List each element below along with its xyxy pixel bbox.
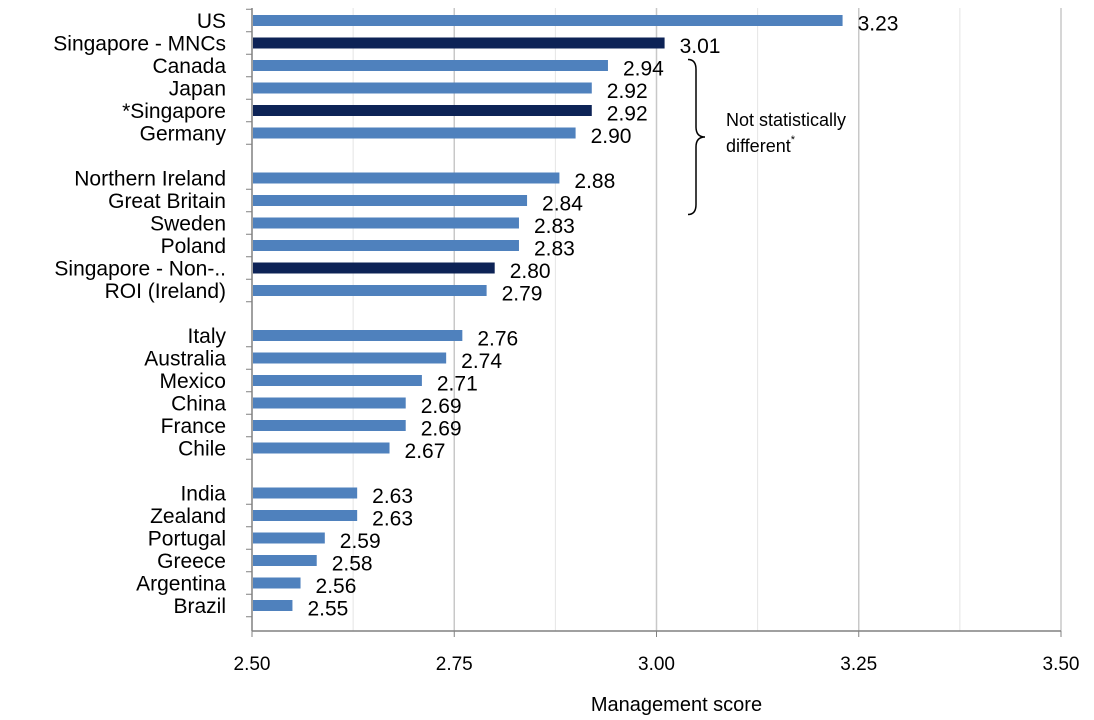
category-label: Canada <box>152 55 226 78</box>
value-labels: 3.233.012.942.922.922.902.882.842.832.83… <box>307 13 898 621</box>
annotation-text-line2: different* <box>726 134 796 156</box>
x-tick-label: 3.50 <box>1043 654 1080 675</box>
value-label: 2.83 <box>534 238 575 261</box>
bar <box>253 60 608 71</box>
value-label: 3.01 <box>680 35 721 58</box>
bar <box>253 375 422 386</box>
x-tick-label: 3.00 <box>638 654 675 675</box>
value-label: 2.90 <box>591 125 632 148</box>
brace-shape <box>687 58 706 216</box>
value-label: 2.58 <box>332 553 373 576</box>
value-label: 2.79 <box>502 283 543 306</box>
value-label: 2.92 <box>607 103 648 126</box>
category-label: Japan <box>169 78 226 101</box>
value-label: 2.74 <box>461 350 502 373</box>
category-label: Zealand <box>150 505 226 528</box>
x-tick-label: 3.25 <box>840 654 877 675</box>
bar <box>253 105 592 116</box>
x-tick-label: 2.50 <box>234 654 271 675</box>
value-label: 2.69 <box>421 395 462 418</box>
value-label: 2.94 <box>623 58 664 81</box>
value-label: 2.80 <box>510 260 551 283</box>
category-label: US <box>197 10 226 33</box>
value-label: 2.67 <box>405 440 446 463</box>
bar <box>253 262 495 274</box>
value-label: 2.92 <box>607 80 648 103</box>
bar <box>253 555 317 566</box>
bar <box>253 397 406 409</box>
category-label: *Singapore <box>122 100 226 123</box>
bar <box>253 82 592 94</box>
value-label: 2.55 <box>307 598 348 621</box>
value-label: 2.83 <box>534 215 575 238</box>
category-label: Italy <box>187 325 226 348</box>
category-label: France <box>161 415 226 438</box>
category-label: ROI (Ireland) <box>105 280 226 303</box>
category-label: China <box>171 393 226 416</box>
category-label: Singapore - Non-.. <box>54 258 226 281</box>
value-label: 2.59 <box>340 530 381 553</box>
bar <box>253 330 463 341</box>
annotation-group: Not statistically different* <box>687 58 846 216</box>
annotation-superscript: * <box>791 134 796 146</box>
category-label: Chile <box>178 438 226 461</box>
category-label: Brazil <box>173 595 226 618</box>
category-label: Singapore - MNCs <box>53 33 226 56</box>
category-label: Poland <box>161 235 226 258</box>
bar <box>253 577 301 589</box>
bars-layer <box>253 15 843 611</box>
value-label: 2.71 <box>437 373 478 396</box>
category-label: Mexico <box>159 370 226 393</box>
bar <box>253 127 576 139</box>
category-label: Great Britain <box>108 190 226 213</box>
bar <box>253 195 528 206</box>
value-label: 2.88 <box>574 170 615 193</box>
value-label: 2.69 <box>421 418 462 441</box>
value-label: 2.63 <box>372 485 413 508</box>
category-label: Northern Ireland <box>74 168 226 191</box>
bar <box>253 15 843 26</box>
category-label: Germany <box>140 123 227 146</box>
value-label: 2.63 <box>372 508 413 531</box>
x-axis-title: Management score <box>591 694 762 716</box>
bar <box>253 285 487 296</box>
bar <box>253 442 390 454</box>
bar <box>253 487 358 499</box>
bar <box>253 172 560 184</box>
x-tick-label: 2.75 <box>436 654 473 675</box>
bar <box>253 217 519 229</box>
category-label: Sweden <box>150 213 226 236</box>
bar <box>253 600 293 611</box>
category-label: Greece <box>157 550 226 573</box>
annotation-text-line1: Not statistically <box>726 110 846 130</box>
bar <box>253 352 447 364</box>
value-label: 2.84 <box>542 193 583 216</box>
bar <box>253 420 406 431</box>
value-label: 2.76 <box>477 328 518 351</box>
value-label: 2.56 <box>316 575 357 598</box>
bar <box>253 37 665 49</box>
x-axis: 2.50 2.75 3.00 3.25 3.50 <box>234 8 1080 675</box>
bar <box>253 532 325 544</box>
value-label: 3.23 <box>858 13 899 36</box>
bar <box>253 240 519 251</box>
category-label: Portugal <box>148 528 226 551</box>
annotation-text-line2-main: different <box>726 136 791 156</box>
category-label: Argentina <box>136 573 226 596</box>
category-label: Australia <box>144 348 226 371</box>
grid-layer <box>352 8 1062 631</box>
bar <box>253 510 358 521</box>
category-label: India <box>180 483 226 506</box>
